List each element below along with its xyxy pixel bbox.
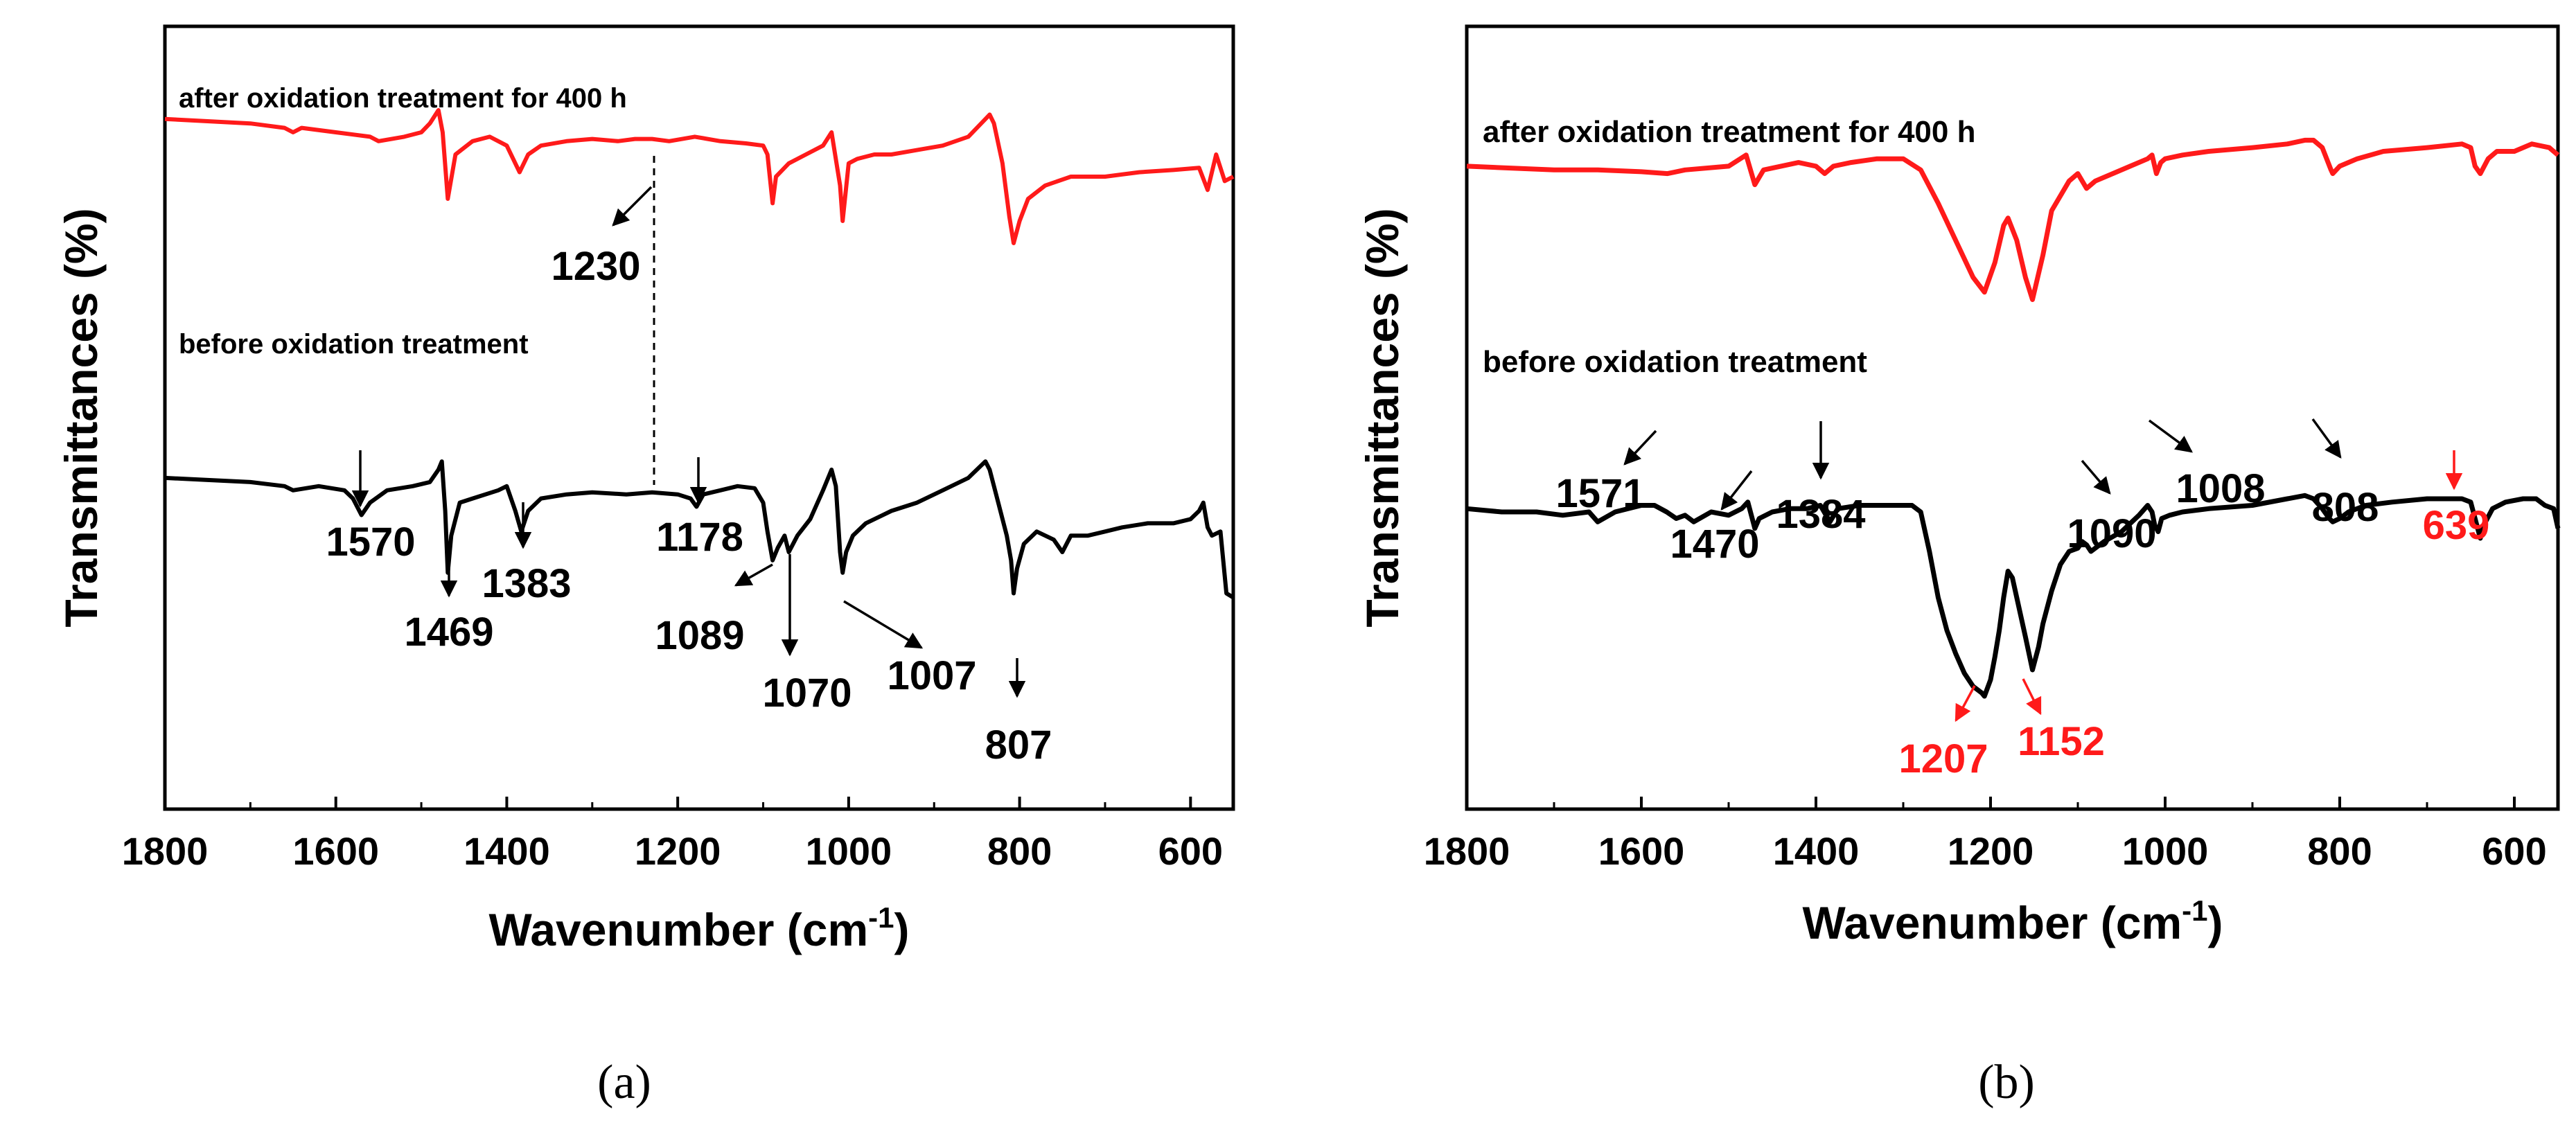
arrow-1008 [2148, 419, 2193, 453]
arrow-1089 [734, 563, 773, 587]
arrow-1571 [1623, 429, 1657, 466]
peak-label-1207: 1207 [1898, 736, 1988, 781]
peak-label-1384: 1384 [1776, 492, 1865, 537]
peak-label-1090: 1090 [2067, 511, 2156, 556]
panel-label-b: (b) [1978, 1056, 2035, 1109]
peak-label-1469: 1469 [404, 610, 493, 655]
plot-frame-b [1465, 24, 2560, 811]
series-line-after-b [1466, 137, 2560, 302]
peak-label-1152: 1152 [2018, 719, 2105, 764]
x-tick-label-a-1800: 1800 [122, 829, 209, 873]
x-tick-label-b-600: 600 [2482, 829, 2546, 873]
x-tick-label-b-1800: 1800 [1424, 829, 1510, 873]
arrow-1152 [2022, 678, 2042, 716]
arrow-1007 [843, 600, 924, 649]
peak-label-639: 639 [2423, 503, 2490, 548]
peak-label-1383: 1383 [482, 561, 571, 606]
x-tick-label-a-1200: 1200 [635, 829, 721, 873]
peak-label-1070: 1070 [762, 671, 852, 716]
peak-label-1008: 1008 [2176, 466, 2265, 511]
x-tick-label-b-1000: 1000 [2122, 829, 2209, 873]
series-line-after-a [164, 108, 1235, 245]
peak-label-808: 808 [2312, 485, 2379, 530]
x-tick-label-b-1400: 1400 [1773, 829, 1860, 873]
peak-label-1089: 1089 [655, 613, 744, 658]
panel-b: 1800 1600 1400 1200 1000 800 600 Transmittance… [1357, 24, 2561, 1109]
x-axis-title-b: Wavenumber (cm-1) [1802, 894, 2223, 948]
x-tick-label-a-1400: 1400 [464, 829, 550, 873]
peak-label-1007: 1007 [887, 653, 976, 698]
arrow-1470 [1720, 470, 1753, 511]
x-tick-label-a-600: 600 [1158, 829, 1223, 873]
x-tick-label-a-1000: 1000 [806, 829, 892, 873]
x-tick-label-a-1600: 1600 [292, 829, 379, 873]
series-label-before-b: before oxidation treatment [1483, 345, 1867, 379]
peak-label-1178: 1178 [656, 515, 743, 560]
x-tick-label-b-800: 800 [2307, 829, 2372, 873]
arrow-1207 [1955, 685, 1976, 723]
arrow-1090 [2081, 459, 2111, 495]
peak-label-1230: 1230 [551, 244, 640, 289]
series-line-before-b [1466, 493, 2561, 699]
series-label-after-b: after oxidation treatment for 400 h [1483, 115, 1975, 149]
peak-label-1571: 1571 [1555, 471, 1645, 516]
plot-frame-a [163, 24, 1235, 811]
series-label-after-a: after oxidation treatment for 400 h [179, 83, 627, 114]
panel-a: 1800 1600 1400 1200 1000 800 600 Transmittance… [55, 24, 1235, 1109]
arrow-808 [2311, 418, 2342, 459]
x-tick-label-a-800: 800 [987, 829, 1052, 873]
peak-label-807: 807 [985, 723, 1052, 768]
x-tick-label-b-1600: 1600 [1598, 829, 1685, 873]
x-tick-label-b-1200: 1200 [1948, 829, 2034, 873]
series-label-before-a: before oxidation treatment [179, 329, 529, 360]
peak-label-1470: 1470 [1670, 522, 1759, 567]
arrow-1230 [612, 186, 653, 227]
peak-label-1570: 1570 [326, 520, 415, 565]
x-axis-ticks-b: 1800 1600 1400 1200 1000 800 600 [1424, 797, 2547, 873]
panel-label-a: (a) [597, 1056, 651, 1109]
series-line-before-a [164, 459, 1235, 600]
x-axis-title-a: Wavenumber (cm-1) [488, 901, 909, 955]
y-axis-title-a: Transmittances (%) [55, 208, 107, 627]
x-axis-ticks-a: 1800 1600 1400 1200 1000 800 600 [122, 797, 1223, 873]
y-axis-title-b: Transmittances (%) [1357, 208, 1408, 627]
